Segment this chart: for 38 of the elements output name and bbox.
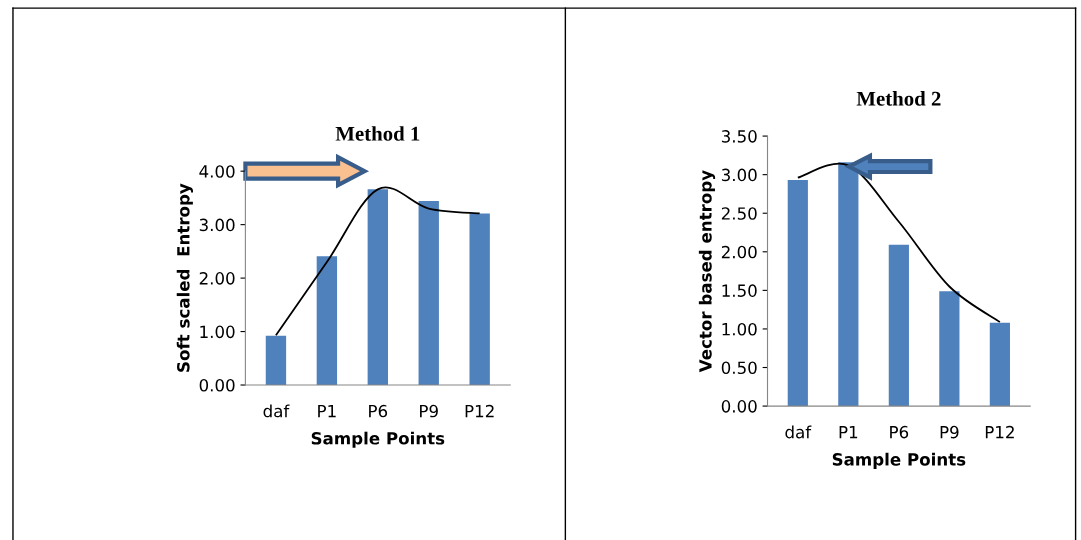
y-tick-label: 4.00	[199, 165, 235, 178]
bar	[265, 335, 287, 386]
x-tick-label: P6	[890, 425, 909, 439]
x-tick-label: P9	[940, 425, 959, 439]
x-tick-label: P12	[985, 425, 1014, 439]
y-tick-label: 2.00	[199, 272, 235, 285]
y-tick-label: 1.00	[722, 322, 757, 336]
y-tick-label: 0.50	[721, 361, 757, 375]
y-tick-label: 0.00	[721, 400, 757, 413]
x-axis-title: Sample Points	[311, 431, 445, 448]
y-tick-label: 3.50	[721, 130, 757, 143]
x-tick-label: daf	[263, 404, 290, 418]
x-tick-label: P1	[839, 426, 858, 439]
y-axis-title: Soft scaled Entropy	[176, 183, 193, 372]
bar	[418, 201, 439, 386]
y-axis-title: Vector based entropy	[698, 170, 716, 373]
bar	[989, 322, 1010, 407]
x-axis-title: Sample Points	[832, 452, 966, 469]
y-tick-label: 2.50	[721, 207, 757, 220]
chart-title: Method 1	[335, 126, 420, 141]
chart-title: Method 2	[856, 91, 941, 106]
bar	[316, 256, 338, 386]
y-tick-label: 3.00	[199, 218, 235, 232]
bar	[939, 291, 960, 407]
bar	[888, 244, 909, 407]
x-tick-label: P1	[318, 404, 336, 418]
y-tick-label: 0.00	[199, 378, 235, 392]
bar	[367, 189, 388, 386]
y-tick-label: 1.00	[200, 325, 235, 339]
bar	[787, 180, 808, 407]
x-tick-label: daf	[785, 425, 812, 439]
y-tick-label: 3.00	[721, 168, 757, 182]
x-tick-label: P6	[369, 404, 388, 418]
y-tick-label: 2.00	[721, 245, 757, 259]
y-tick-label: 1.50	[722, 284, 757, 297]
x-tick-label: P12	[465, 404, 494, 418]
bar	[469, 213, 490, 386]
x-tick-label: P9	[420, 404, 438, 418]
